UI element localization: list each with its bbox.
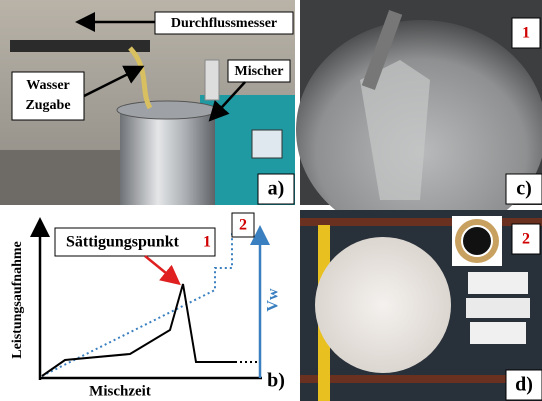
panel-label: a) — [268, 178, 285, 200]
panel-label: b) — [267, 370, 285, 392]
marker: 1 — [522, 25, 530, 42]
panel-label: c) — [516, 178, 532, 200]
y2-axis-label: Vw — [265, 288, 282, 312]
annotation: Durchflussmesser — [171, 16, 277, 31]
panel-label: d) — [515, 374, 533, 396]
x-axis-label: Mischzeit — [89, 383, 151, 399]
panel-a: Durchflussmesser Wasser Zugabe Mischer a… — [0, 0, 295, 205]
marker: 2 — [522, 231, 530, 248]
annotation: Mischer — [235, 64, 284, 79]
panel-b: Sättigungspunkt 1 2 Leistungsaufnahme Vw… — [10, 212, 285, 399]
marker: 1 — [203, 234, 211, 251]
annotation: Zugabe — [25, 98, 70, 113]
y-axis-label: Leistungsaufnahme — [10, 241, 25, 358]
marker: 2 — [239, 217, 247, 234]
power-curve — [41, 283, 235, 377]
panel-c: 1 c) — [296, 0, 542, 240]
annotation: Sättigungspunkt — [66, 234, 180, 251]
panel-d: 2 d) — [300, 210, 542, 401]
annotation: Wasser — [26, 78, 70, 93]
